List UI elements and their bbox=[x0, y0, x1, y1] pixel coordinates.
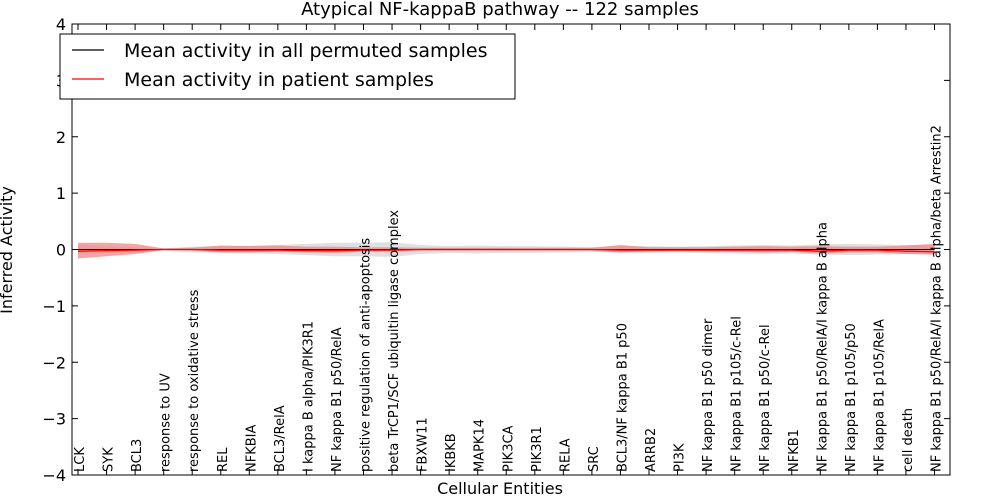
x-tick-label: PIK3CA bbox=[501, 425, 516, 472]
legend-label-patient: Mean activity in patient samples bbox=[124, 69, 434, 91]
x-tick-label: response to oxidative stress bbox=[187, 289, 202, 472]
x-tick-label: NF kappa B1 p50 dimer bbox=[701, 318, 716, 472]
x-tick-label: NF kappa B1 p105/RelA bbox=[872, 319, 887, 472]
series-lines bbox=[77, 248, 935, 253]
x-tick-label: REL bbox=[216, 447, 231, 472]
y-tick-label: 2 bbox=[56, 128, 66, 147]
x-axis-label: Cellular Entities bbox=[437, 479, 563, 498]
x-tick-label: cell death bbox=[901, 408, 916, 472]
y-tick-label: 1 bbox=[56, 184, 66, 203]
y-tick-label: 4 bbox=[56, 15, 66, 34]
legend: Mean activity in all permuted samples Me… bbox=[59, 33, 516, 100]
x-tick-label: NF kappa B1 p105/p50 bbox=[844, 323, 859, 472]
x-tick-label: beta TrCP1/SCF ubiquitin ligase complex bbox=[387, 210, 402, 472]
x-axis-ticks bbox=[77, 24, 935, 475]
x-tick-label: NF kappa B1 p50/RelA bbox=[330, 327, 345, 472]
x-tick-label: NF kappa B1 p50/RelA/I kappa B alpha/bet… bbox=[930, 125, 945, 472]
x-tick-label: RELA bbox=[558, 438, 573, 472]
x-tick-label: ARRB2 bbox=[644, 428, 659, 472]
y-tick-label: 0 bbox=[56, 241, 66, 260]
y-tick-label: −2 bbox=[42, 353, 66, 372]
x-tick-label: NF kappa B1 p50/RelA/I kappa B alpha bbox=[815, 222, 830, 472]
y-tick-label: −4 bbox=[42, 466, 66, 485]
x-tick-label: LCK bbox=[73, 447, 88, 472]
x-tick-label: FBXW11 bbox=[416, 417, 431, 472]
y-axis-label: Inferred Activity bbox=[0, 186, 16, 314]
x-tick-label: positive regulation of anti-apoptosis bbox=[359, 238, 374, 472]
x-tick-label: IKBKB bbox=[444, 433, 459, 472]
x-tick-label: BCL3 bbox=[130, 439, 145, 472]
line-patient-mean bbox=[77, 248, 935, 253]
x-tick-label: NFKB1 bbox=[787, 429, 802, 472]
legend-label-permuted: Mean activity in all permuted samples bbox=[124, 40, 487, 62]
x-tick-label: BCL3/NF kappa B1 p50 bbox=[615, 323, 630, 472]
x-tick-label: MAPK14 bbox=[473, 419, 488, 472]
x-tick-label: NF kappa B1 p105/c-Rel bbox=[730, 316, 745, 472]
x-tick-labels: LCK SYK BCL3 response to UV response to oxid… bbox=[73, 125, 945, 472]
legend-box bbox=[59, 33, 516, 100]
x-tick-label: SYK bbox=[102, 447, 117, 472]
chart-title: Atypical NF-kappaB pathway -- 122 sample… bbox=[301, 0, 699, 20]
x-tick-label: SRC bbox=[587, 446, 602, 472]
band-patient bbox=[78, 242, 935, 259]
y-tick-label: −3 bbox=[42, 410, 66, 429]
plot-frame bbox=[71, 23, 951, 476]
x-tick-label: NFKBIA bbox=[244, 425, 259, 472]
x-tick-label: NF kappa B1 p50/c-Rel bbox=[758, 324, 773, 472]
x-tick-label: BCL3/RelA bbox=[273, 405, 288, 472]
x-tick-label: PI3K bbox=[673, 443, 688, 472]
x-tick-label: PIK3R1 bbox=[530, 426, 545, 472]
y-tick-label: −1 bbox=[42, 297, 66, 316]
x-tick-label: I kappa B alpha/PIK3R1 bbox=[301, 321, 316, 472]
x-tick-label: response to UV bbox=[159, 373, 174, 472]
